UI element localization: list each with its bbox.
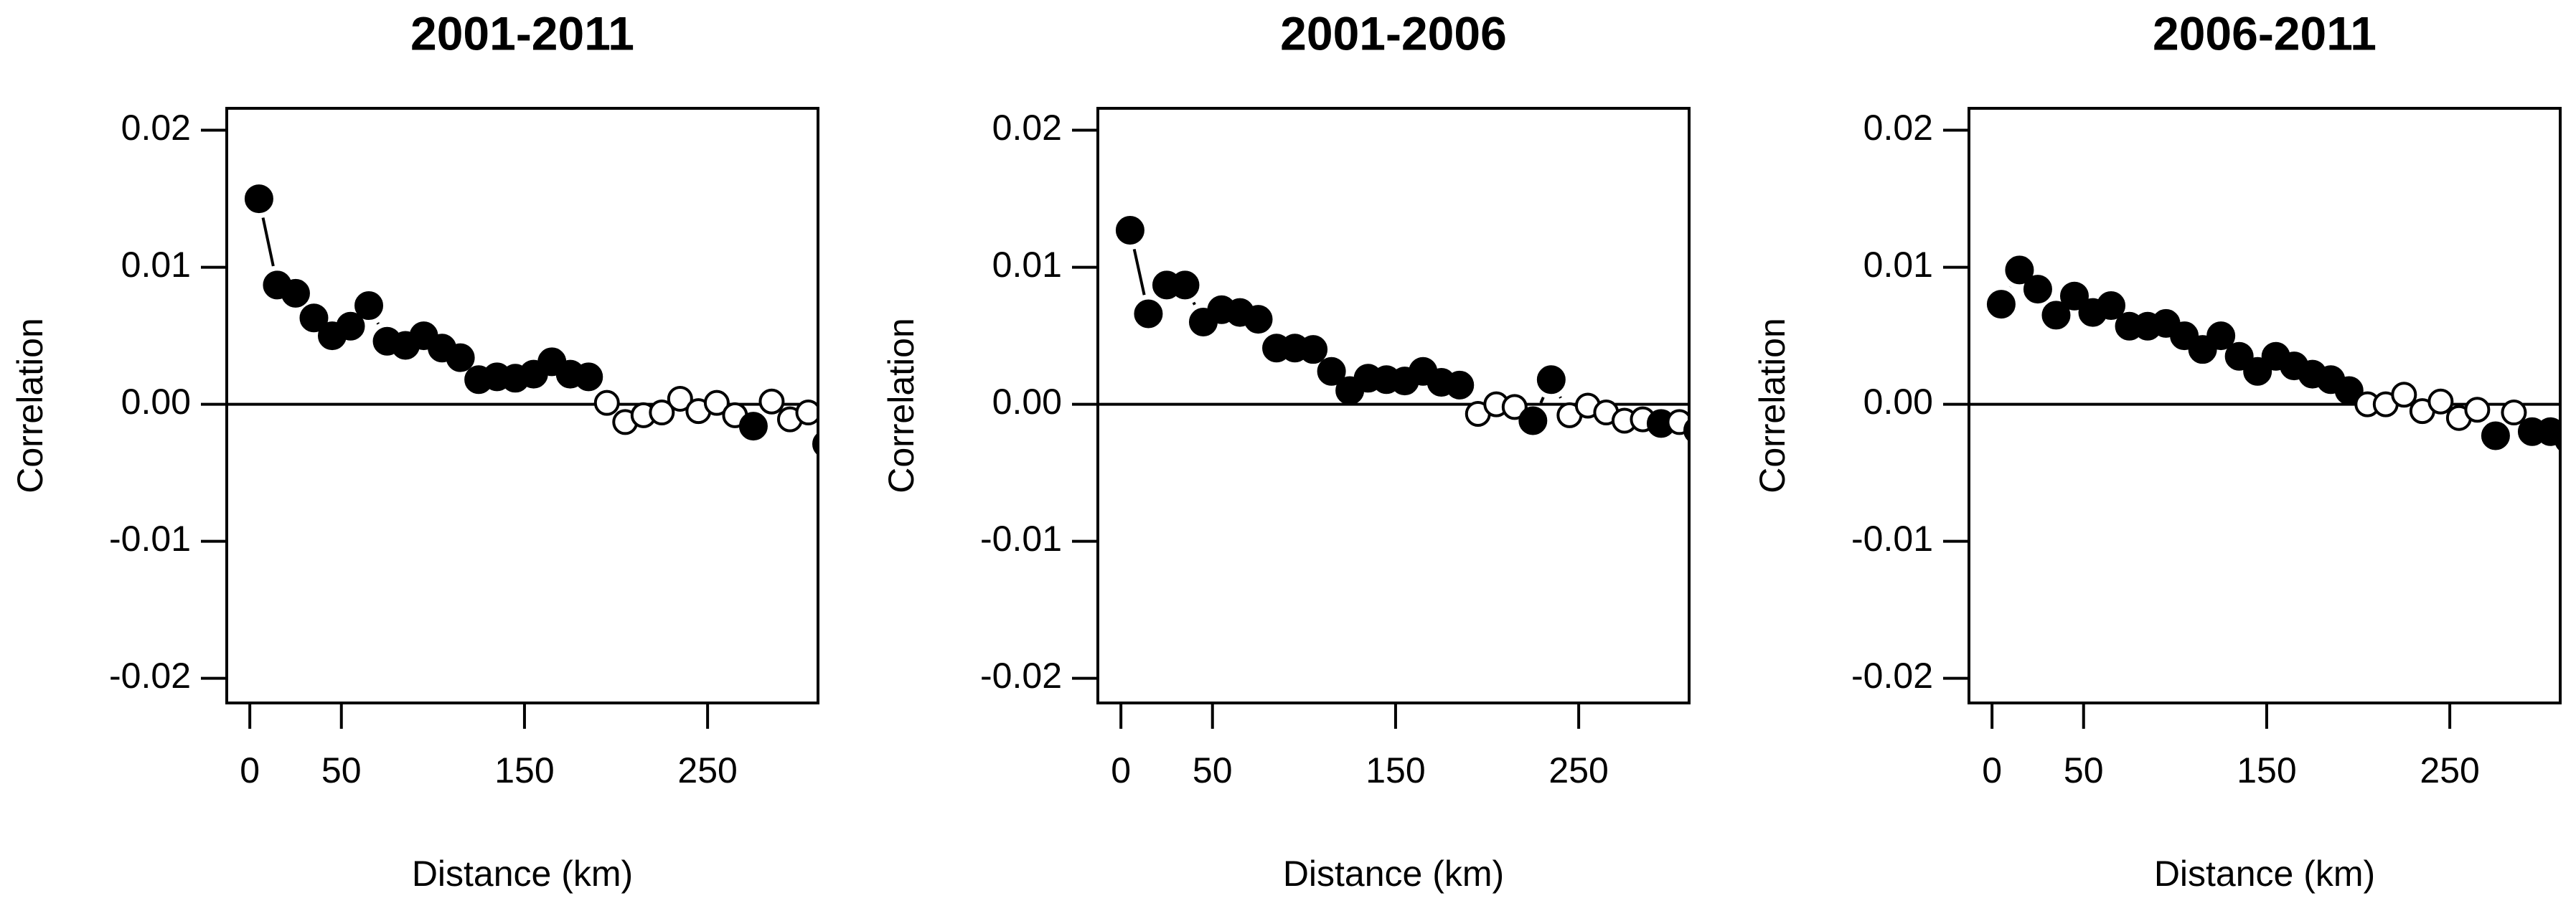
point-filled — [1536, 365, 1566, 395]
point-filled — [2059, 281, 2089, 311]
point-filled — [1134, 299, 1163, 329]
point-filled — [244, 184, 273, 214]
panel-title: 2006-2011 — [2153, 6, 2377, 60]
connector — [1192, 301, 1196, 306]
y-tick-label: -0.02 — [1851, 656, 1933, 696]
point-open — [2501, 400, 2527, 426]
point-filled — [336, 311, 365, 341]
x-axis-label: Distance (km) — [1283, 854, 1504, 894]
point-open — [2427, 388, 2454, 415]
point-filled — [2224, 341, 2254, 371]
y-tick-label: 0.01 — [121, 245, 191, 285]
point-filled — [2005, 255, 2034, 285]
x-tick-label: 150 — [2237, 750, 2296, 790]
x-tick-label: 150 — [1365, 750, 1425, 790]
point-filled — [1115, 216, 1144, 245]
point-filled — [574, 362, 603, 392]
point-open — [795, 400, 818, 426]
panel-title: 2001-2011 — [410, 6, 634, 60]
x-axis-label: Distance (km) — [2154, 854, 2375, 894]
connector — [376, 322, 380, 325]
y-axis-label: Correlation — [881, 318, 921, 494]
y-tick-label: -0.01 — [980, 519, 1062, 559]
point-open — [703, 389, 730, 416]
y-tick-label: -0.01 — [109, 519, 191, 559]
x-tick-label: 0 — [1982, 750, 2002, 790]
point-filled — [2097, 291, 2126, 321]
point-open — [2464, 397, 2491, 423]
plot-area — [1098, 216, 1689, 442]
point-filled — [299, 303, 329, 333]
point-filled — [281, 278, 310, 308]
point-filled — [1518, 406, 1548, 435]
point-filled — [1986, 290, 2016, 319]
x-tick-label: 50 — [1193, 750, 1233, 790]
point-filled — [1317, 357, 1346, 386]
x-tick-label: 0 — [240, 750, 260, 790]
point-filled — [2243, 357, 2272, 386]
point-filled — [354, 291, 384, 321]
point-open — [758, 388, 785, 415]
point-filled — [1170, 270, 1200, 300]
y-tick-label: 0.01 — [1863, 245, 1933, 285]
panel: 2001-2006 Distance (km) Correlation 0.02 0.0… — [881, 6, 1691, 894]
x-tick-label: 50 — [2064, 750, 2104, 790]
x-tick-label: 150 — [494, 750, 554, 790]
y-axis-label: Correlation — [10, 318, 50, 494]
x-axis-label: Distance (km) — [412, 854, 633, 894]
point-filled — [2334, 376, 2364, 405]
plot-frame — [1968, 107, 2562, 704]
y-tick-label: -0.01 — [1851, 519, 1933, 559]
x-tick-label: 50 — [321, 750, 362, 790]
y-tick-label: 0.00 — [121, 382, 191, 422]
panel: 2001-2011 Distance (km) Correlation 0.02 0.0… — [10, 6, 819, 894]
connector — [1132, 248, 1146, 296]
x-tick-label: 0 — [1111, 750, 1131, 790]
point-open — [649, 400, 675, 426]
point-filled — [2206, 321, 2236, 351]
point-filled — [1445, 370, 1475, 400]
plot-frame — [1096, 107, 1691, 704]
y-tick-label: 0.01 — [992, 245, 1062, 285]
point-filled — [1299, 335, 1328, 364]
point-filled — [2481, 421, 2510, 450]
connector — [261, 217, 275, 267]
panel-title: 2001-2006 — [1280, 6, 1507, 60]
y-tick-label: 0.02 — [1863, 108, 1933, 148]
point-filled — [1244, 305, 1273, 334]
y-tick-label: -0.02 — [109, 656, 191, 696]
y-tick-label: 0.00 — [1863, 382, 1933, 422]
point-filled — [446, 343, 475, 372]
x-tick-label: 250 — [1548, 750, 1608, 790]
connector — [1559, 396, 1562, 399]
plot-area — [227, 184, 818, 455]
plot-area — [1969, 255, 2560, 452]
x-tick-label: 250 — [2420, 750, 2479, 790]
plot-frame — [225, 107, 819, 704]
point-open — [667, 385, 693, 412]
point-open — [2391, 382, 2417, 408]
panel: 2006-2011 Distance (km) Correlation 0.02 0.0… — [1752, 6, 2562, 894]
y-tick-label: 0.02 — [121, 108, 191, 148]
point-open — [1501, 394, 1528, 420]
connector — [1539, 397, 1545, 404]
point-filled — [2041, 301, 2071, 330]
y-tick-label: 0.00 — [992, 382, 1062, 422]
y-tick-label: -0.02 — [980, 656, 1062, 696]
y-tick-label: 0.02 — [992, 108, 1062, 148]
x-tick-label: 250 — [677, 750, 737, 790]
point-filled — [738, 412, 768, 441]
point-open — [593, 389, 620, 416]
y-axis-label: Correlation — [1752, 318, 1792, 494]
point-filled — [2536, 417, 2560, 446]
point-filled — [2023, 275, 2052, 304]
